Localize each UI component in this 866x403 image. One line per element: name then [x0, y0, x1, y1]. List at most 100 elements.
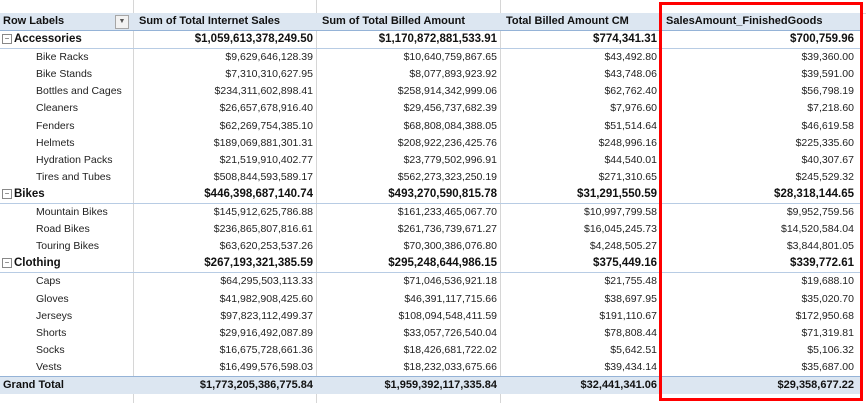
value-cell[interactable]: $225,335.60 — [795, 136, 854, 149]
row-label-cell[interactable]: Bike Stands — [0, 66, 133, 83]
table-row[interactable]: Tires and Tubes $508,844,593,589.17 $562,2… — [0, 169, 860, 186]
value-cell[interactable]: $446,398,687,140.74 — [204, 187, 313, 200]
row-label-cell[interactable]: Cleaners — [0, 100, 133, 117]
value-cell[interactable]: $29,916,492,087.89 — [219, 326, 313, 339]
value-cell[interactable]: $97,823,112,499.37 — [220, 309, 313, 322]
header-total-internet-sales[interactable]: Sum of Total Internet Sales — [139, 15, 280, 27]
value-cell[interactable]: $267,193,321,385.59 — [204, 257, 313, 270]
value-cell[interactable]: $8,077,893,923.92 — [409, 68, 497, 81]
value-cell[interactable]: $35,020.70 — [801, 292, 854, 305]
table-row[interactable]: Road Bikes $236,865,807,816.61 $261,736,73… — [0, 221, 860, 238]
value-cell[interactable]: $35,687.00 — [801, 360, 854, 373]
value-cell[interactable]: $10,640,759,867.65 — [403, 51, 497, 64]
value-cell[interactable]: $32,441,341.06 — [580, 378, 657, 391]
value-cell[interactable]: $189,069,881,301.31 — [213, 136, 313, 149]
header-salesamount-finishedgoods[interactable]: SalesAmount_FinishedGoods — [666, 15, 823, 27]
value-cell[interactable]: $5,642.51 — [610, 343, 657, 356]
table-row[interactable]: Mountain Bikes $145,912,625,786.88 $161,23… — [0, 204, 860, 221]
value-cell[interactable]: $68,808,084,388.05 — [403, 119, 497, 132]
value-cell[interactable]: $208,922,236,425.76 — [397, 136, 497, 149]
value-cell[interactable]: $16,675,728,661.36 — [219, 343, 313, 356]
value-cell[interactable]: $191,110.67 — [599, 309, 657, 322]
table-row[interactable]: Fenders $62,269,754,385.10 $68,808,084,388… — [0, 118, 860, 135]
value-cell[interactable]: $3,844,801.05 — [786, 240, 854, 253]
table-row[interactable]: Caps $64,295,503,113.33 $71,046,536,921.18… — [0, 273, 860, 290]
value-cell[interactable]: $700,759.96 — [790, 33, 854, 46]
row-label-cell[interactable]: − Clothing — [0, 255, 133, 272]
row-label-cell[interactable]: Mountain Bikes — [0, 204, 133, 221]
table-row[interactable]: Bike Racks $9,629,646,128.39 $10,640,759,8… — [0, 49, 860, 66]
row-label-cell[interactable]: Bike Racks — [0, 49, 133, 66]
table-row[interactable]: Helmets $189,069,881,301.31 $208,922,236,4… — [0, 135, 860, 152]
value-cell[interactable]: $18,232,033,675.66 — [403, 360, 497, 373]
value-cell[interactable]: $41,982,908,425.60 — [219, 292, 313, 305]
value-cell[interactable]: $508,844,593,589.17 — [213, 170, 313, 183]
value-cell[interactable]: $4,248,505.27 — [589, 240, 657, 253]
grand-total-row[interactable]: Grand Total $1,773,205,386,775.84 $1,959,3… — [0, 375, 860, 395]
value-cell[interactable]: $562,273,323,250.19 — [397, 170, 497, 183]
value-cell[interactable]: $38,697.95 — [604, 292, 657, 305]
value-cell[interactable]: $1,170,872,881,533.91 — [378, 33, 497, 46]
header-total-billed-amount-cm[interactable]: Total Billed Amount CM — [506, 15, 629, 27]
value-cell[interactable]: $63,620,253,537.26 — [219, 240, 313, 253]
table-row[interactable]: Gloves $41,982,908,425.60 $46,391,117,715.… — [0, 291, 860, 308]
table-row[interactable]: Shorts $29,916,492,087.89 $33,057,726,540.… — [0, 325, 860, 342]
row-label-cell[interactable]: − Bikes — [0, 186, 133, 203]
value-cell[interactable]: $70,300,386,076.80 — [403, 240, 497, 253]
value-cell[interactable]: $1,059,613,378,249.50 — [194, 33, 313, 46]
row-label-cell[interactable]: Vests — [0, 359, 133, 376]
row-label-cell[interactable]: Hydration Packs — [0, 152, 133, 169]
value-cell[interactable]: $78,808.44 — [604, 326, 657, 339]
value-cell[interactable]: $7,310,310,627.95 — [225, 68, 313, 81]
value-cell[interactable]: $46,619.58 — [801, 119, 854, 132]
value-cell[interactable]: $16,499,576,598.03 — [219, 360, 313, 373]
row-label-cell[interactable]: Socks — [0, 342, 133, 359]
table-row[interactable]: Bottles and Cages $234,311,602,898.41 $258… — [0, 83, 860, 100]
value-cell[interactable]: $245,529.32 — [795, 170, 854, 183]
value-cell[interactable]: $51,514.64 — [604, 119, 657, 132]
table-row[interactable]: Hydration Packs $21,519,910,402.77 $23,779… — [0, 152, 860, 169]
value-cell[interactable]: $234,311,602,898.41 — [214, 85, 313, 98]
value-cell[interactable]: $43,748.06 — [604, 68, 657, 81]
value-cell[interactable]: $271,310.65 — [598, 170, 657, 183]
row-label-cell[interactable]: Jerseys — [0, 308, 133, 325]
value-cell[interactable]: $108,094,548,411.59 — [398, 309, 497, 322]
group-row[interactable]: − Bikes $446,398,687,140.74 $493,270,590,81… — [0, 186, 860, 205]
value-cell[interactable]: $16,045,245.73 — [584, 223, 657, 236]
value-cell[interactable]: $248,996.16 — [598, 136, 657, 149]
value-cell[interactable]: $29,358,677.22 — [777, 378, 854, 391]
value-cell[interactable]: $339,772.61 — [790, 257, 854, 270]
value-cell[interactable]: $19,688.10 — [801, 275, 854, 288]
collapse-icon[interactable]: − — [2, 188, 12, 199]
value-cell[interactable]: $64,295,503,113.33 — [220, 275, 313, 288]
row-label-cell[interactable]: Tires and Tubes — [0, 169, 133, 186]
table-row[interactable]: Vests $16,499,576,598.03 $18,232,033,675.6… — [0, 359, 860, 376]
table-row[interactable]: Touring Bikes $63,620,253,537.26 $70,300,3… — [0, 238, 860, 255]
row-label-cell[interactable]: Fenders — [0, 118, 133, 135]
value-cell[interactable]: $40,307.67 — [801, 153, 854, 166]
value-cell[interactable]: $18,426,681,722.02 — [403, 343, 497, 356]
value-cell[interactable]: $33,057,726,540.04 — [403, 326, 497, 339]
value-cell[interactable]: $1,959,392,117,335.84 — [384, 378, 497, 391]
value-cell[interactable]: $46,391,117,715.66 — [404, 292, 497, 305]
value-cell[interactable]: $56,798.19 — [801, 85, 854, 98]
group-row[interactable]: − Accessories $1,059,613,378,249.50 $1,170,… — [0, 31, 860, 50]
value-cell[interactable]: $7,218.60 — [807, 102, 854, 115]
value-cell[interactable]: $39,360.00 — [801, 51, 854, 64]
value-cell[interactable]: $774,341.31 — [593, 33, 657, 46]
group-row[interactable]: − Clothing $267,193,321,385.59 $295,248,644… — [0, 255, 860, 274]
value-cell[interactable]: $493,270,590,815.78 — [388, 187, 497, 200]
value-cell[interactable]: $236,865,807,816.61 — [213, 223, 313, 236]
header-total-billed-amount[interactable]: Sum of Total Billed Amount — [322, 15, 465, 27]
value-cell[interactable]: $258,914,342,999.06 — [397, 85, 497, 98]
value-cell[interactable]: $145,912,625,786.88 — [213, 206, 313, 219]
value-cell[interactable]: $9,952,759.56 — [786, 206, 854, 219]
value-cell[interactable]: $71,046,536,921.18 — [403, 275, 497, 288]
value-cell[interactable]: $31,291,550.59 — [577, 187, 657, 200]
value-cell[interactable]: $26,657,678,916.40 — [219, 102, 313, 115]
value-cell[interactable]: $39,591.00 — [801, 68, 854, 81]
value-cell[interactable]: $375,449.16 — [593, 257, 657, 270]
value-cell[interactable]: $161,233,465,067.70 — [397, 206, 497, 219]
value-cell[interactable]: $21,755.48 — [604, 275, 657, 288]
value-cell[interactable]: $28,318,144.65 — [774, 187, 854, 200]
